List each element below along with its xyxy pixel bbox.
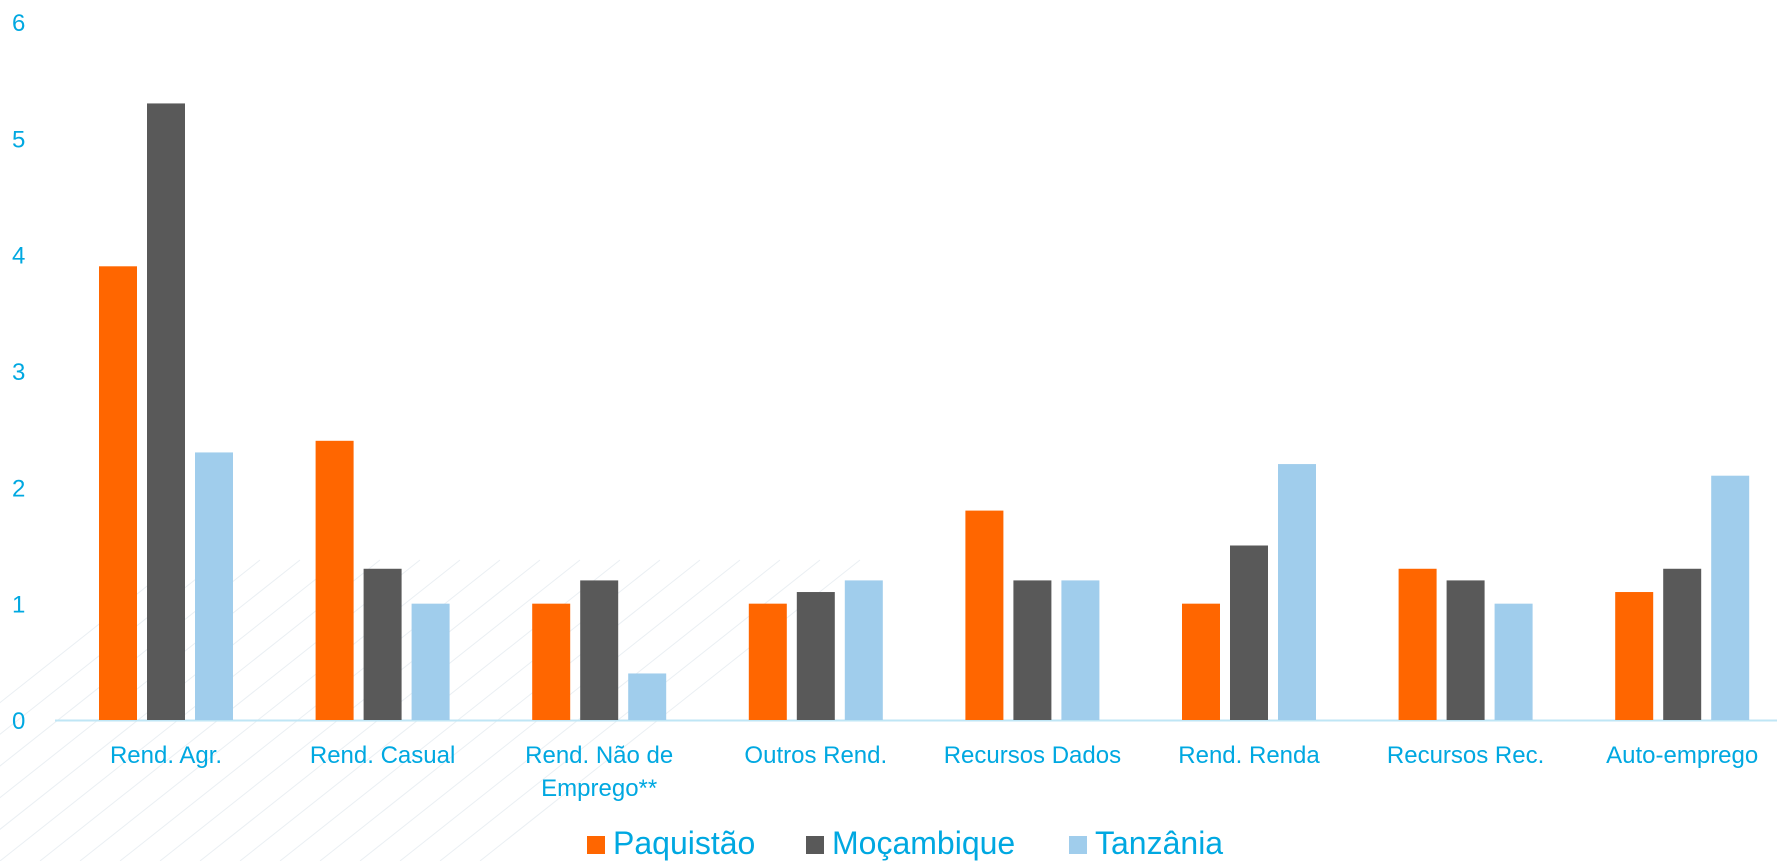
legend-label: Moçambique <box>832 825 1015 861</box>
y-tick-label: 4 <box>12 243 25 270</box>
x-category-label: Rend. Renda <box>1178 742 1320 769</box>
y-tick-label: 2 <box>12 475 25 502</box>
y-tick-label: 0 <box>12 708 25 735</box>
background-line <box>319 559 701 861</box>
legend-swatch <box>587 836 605 854</box>
background-line <box>479 559 861 861</box>
bar-mocambique <box>796 592 835 720</box>
bar-tanzania <box>1278 464 1316 720</box>
bar-paquistao <box>748 603 787 720</box>
bar-paquistao <box>965 510 1004 720</box>
y-tick-label: 5 <box>12 126 25 153</box>
legend-swatch <box>806 836 824 854</box>
bar-mocambique <box>1446 580 1485 720</box>
bar-mocambique <box>1013 580 1052 720</box>
y-tick-label: 6 <box>12 10 25 37</box>
legend-label: Paquistão <box>613 825 755 861</box>
x-category-label: Rend. Agr. <box>110 742 222 769</box>
bar-mocambique <box>147 103 185 720</box>
bar-tanzania <box>1711 475 1750 720</box>
y-axis-tick-labels: 0 1 2 3 4 5 6 <box>12 10 25 735</box>
x-axis-category-labels: Rend. Agr. Rend. Casual Rend. Não de Empreg… <box>110 742 1758 802</box>
y-tick-label: 1 <box>12 592 25 619</box>
x-category-label: Outros Rend. <box>744 742 887 769</box>
bar-tanzania <box>844 580 883 720</box>
bar-mocambique <box>1230 545 1268 720</box>
bar-tanzania <box>411 603 450 720</box>
bar-tanzania <box>1061 580 1100 720</box>
bar-tanzania <box>628 673 667 720</box>
bar-paquistao <box>315 440 354 720</box>
x-category-label: Rend. Não de <box>525 742 673 769</box>
x-category-label: Recursos Rec. <box>1387 742 1544 769</box>
x-category-label: Auto-emprego <box>1606 742 1758 769</box>
x-category-label: Rend. Casual <box>310 742 455 769</box>
bar-mocambique <box>580 580 619 720</box>
bar-paquistao <box>1398 568 1437 720</box>
bars-group <box>99 103 1750 720</box>
x-category-label: Emprego** <box>541 775 657 802</box>
legend-swatch <box>1069 836 1087 854</box>
legend: Paquistão Moçambique Tanzânia <box>587 825 1223 861</box>
legend-label: Tanzânia <box>1095 825 1223 861</box>
bar-tanzania <box>1494 603 1533 720</box>
bar-paquistao <box>1615 592 1654 720</box>
bar-paquistao <box>99 266 137 720</box>
bar-paquistao <box>1182 603 1220 720</box>
y-tick-label: 3 <box>12 359 25 386</box>
bar-paquistao <box>532 603 571 720</box>
x-category-label: Recursos Dados <box>944 742 1121 769</box>
bar-mocambique <box>363 568 402 720</box>
bar-tanzania <box>195 452 233 720</box>
bar-mocambique <box>1663 568 1702 720</box>
